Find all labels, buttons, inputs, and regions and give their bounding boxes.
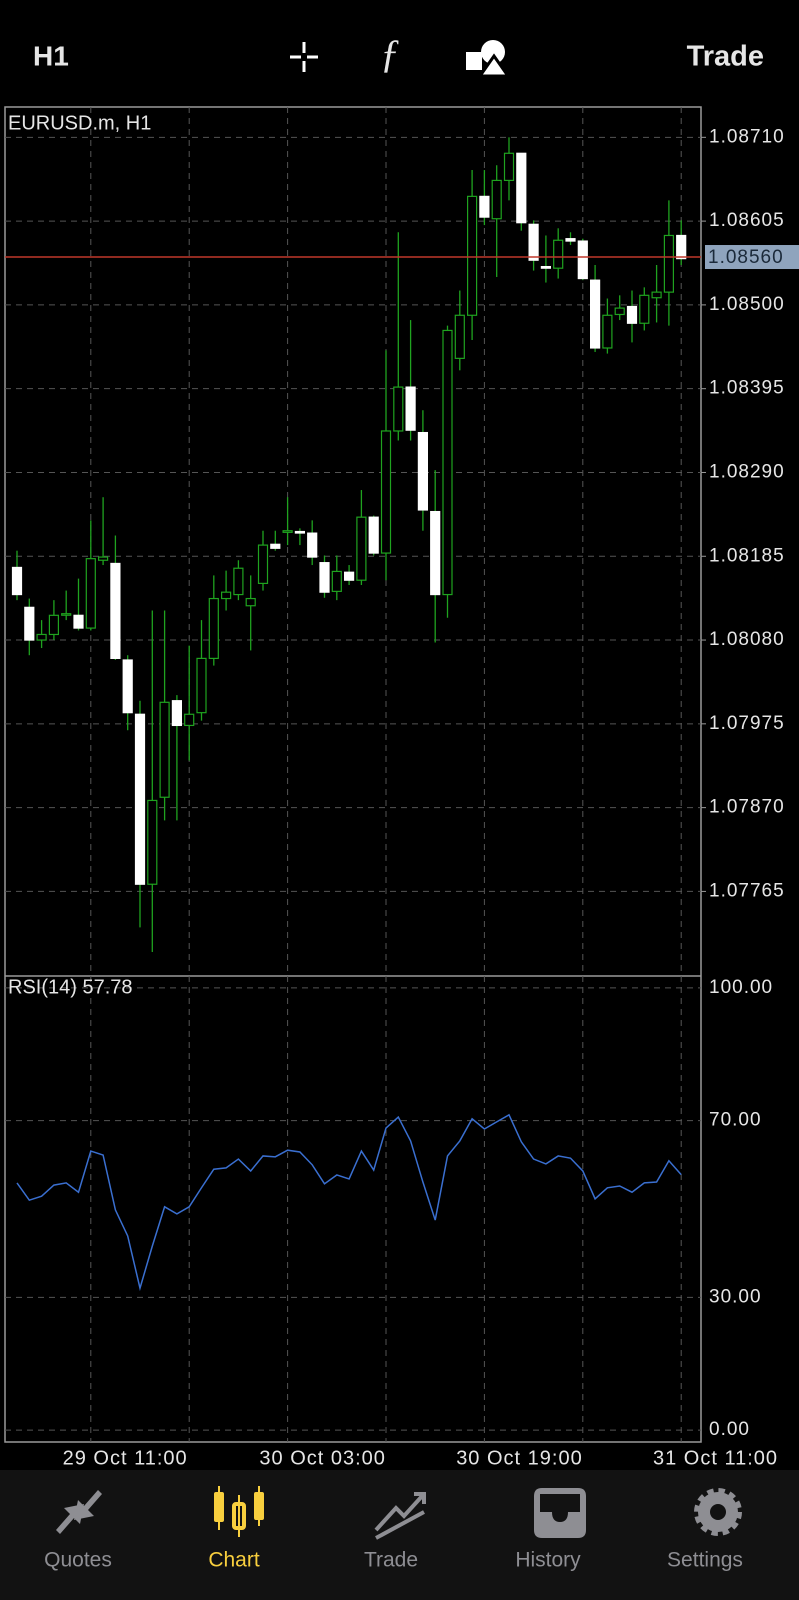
candle-body [368,516,379,554]
candle-body [380,430,392,554]
candle-body [651,291,662,299]
candle-body [73,614,84,629]
candle-body [159,701,170,798]
candle-body [540,265,552,269]
quotes-icon[interactable] [56,1490,102,1534]
chart-title: EURUSD.m, H1 [8,112,151,134]
x-tick-label: 31 Oct 11:00 [653,1447,778,1469]
candle-body [479,195,490,218]
y-tick-label: 1.08605 [709,210,785,231]
candle-body [319,562,330,593]
candle-body [553,239,564,269]
candle-body [85,558,96,629]
y-tick-label: 1.08500 [709,294,785,315]
candle-body [245,597,256,607]
candle-body [663,234,675,293]
candle-body [356,516,367,581]
candle-body [61,613,72,616]
candle-body [417,431,428,511]
x-tick-label: 30 Oct 19:00 [456,1447,583,1469]
y-tick-label: 70.00 [709,1110,762,1131]
tab-label[interactable]: Quotes [44,1549,112,1572]
settings-icon[interactable] [694,1488,742,1536]
candle-body [344,571,355,581]
tab-label[interactable]: Settings [667,1549,743,1572]
x-tick-label: 30 Oct 03:00 [259,1447,386,1469]
candle-body [331,570,342,592]
candle-body [196,657,207,714]
rsi-line [16,1113,682,1292]
candle-body [467,195,478,316]
timeframe-button[interactable]: H1 [33,40,69,71]
candle-body [184,713,195,727]
candle-body [171,700,182,727]
candle-body [565,238,576,242]
tab-label[interactable]: History [515,1549,581,1572]
candle-body [134,713,146,885]
tab-label[interactable]: Chart [208,1549,260,1572]
candle-body [97,556,109,561]
candle-body [221,591,232,600]
x-tick-label: 29 Oct 11:00 [63,1447,188,1469]
candle-body [503,152,515,182]
candle-body [36,633,47,641]
y-tick-label: 30.00 [709,1286,762,1307]
candle-body [577,240,588,280]
candle-body [257,544,269,584]
y-tick-label: 100.00 [709,977,773,998]
candle-body [626,305,638,324]
rsi-title: RSI(14) 57.78 [8,976,133,998]
candle-body [430,510,441,596]
tab-label[interactable]: Trade [364,1549,418,1572]
candle-body [393,386,404,432]
chart-frame [4,106,702,1443]
candle-body [528,223,539,261]
candle-body [639,294,650,324]
y-tick-label: 1.08710 [709,126,785,147]
tab-bar [0,1470,799,1600]
candle-body [516,152,527,224]
candle-body [110,562,121,660]
candle-body [11,566,23,596]
candle-body [147,799,158,885]
y-tick-label: 1.08395 [709,378,785,399]
candle-body [676,234,687,260]
candle-body [270,543,281,549]
candle-body [442,329,453,596]
candle-body [48,614,60,636]
plot-area: 29 Oct 11:00 30 Oct 03:00 30 Oct 19:00 31 O… [5,107,799,1469]
y-tick-label: 1.07870 [709,797,785,818]
candle-body [282,530,293,533]
crosshair-icon[interactable] [290,42,318,72]
candle-body [294,530,305,534]
price-label: 1.08560 [708,247,784,268]
candle-body [491,179,502,220]
y-tick-label: 1.08290 [709,461,785,482]
y-tick-label: 1.08080 [709,629,785,650]
candle-body [122,659,133,714]
y-tick-label: 1.07975 [709,713,785,734]
chart-icon[interactable] [214,1486,264,1537]
candle-body [589,279,601,349]
trade-icon[interactable] [374,1492,426,1540]
candle-body [614,307,625,316]
trade-button[interactable]: Trade [687,41,764,73]
y-tick-label: 1.07765 [709,880,785,901]
candle-body [24,606,35,641]
indicators-icon[interactable]: ƒ [380,31,400,76]
objects-icon[interactable] [466,40,511,78]
y-tick-label: 1.08185 [709,545,785,566]
candle-body [307,532,318,558]
candle-body [405,386,416,431]
candle-body [233,567,244,596]
candle-body [602,314,613,349]
history-icon[interactable] [534,1488,586,1538]
y-tick-label: 0.00 [709,1419,750,1440]
candle-body [454,314,465,359]
candle-body [208,597,219,660]
price-label-box [705,245,799,270]
